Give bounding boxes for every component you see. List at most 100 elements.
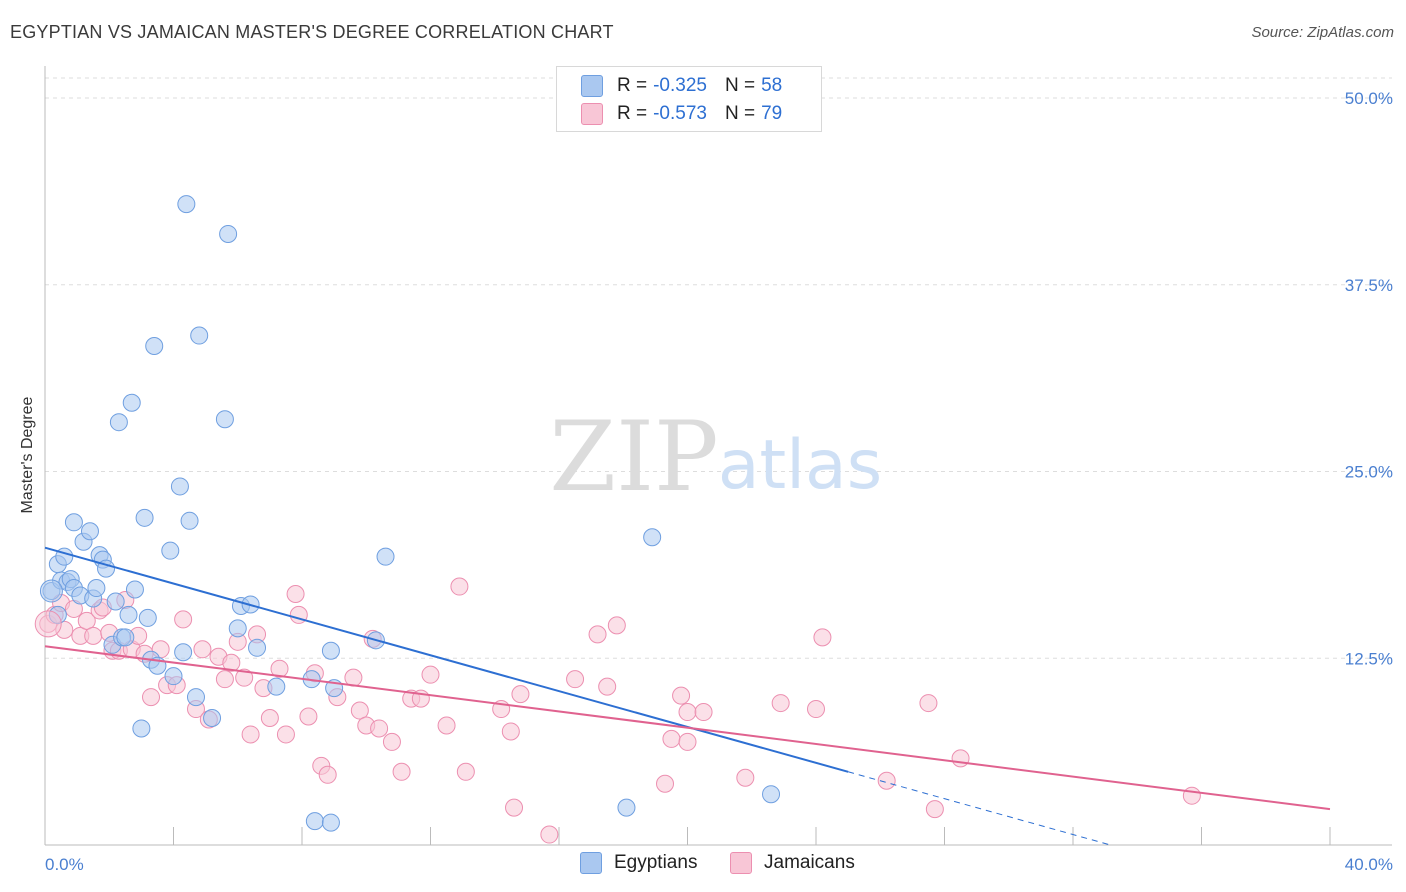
point-jamaicans (260, 709, 279, 728)
point-egyptians (116, 628, 135, 647)
point-jamaicans (588, 625, 607, 644)
point-jamaicans (241, 725, 260, 744)
point-jamaicans (598, 677, 617, 696)
point-egyptians (174, 643, 193, 662)
point-egyptians (267, 677, 286, 696)
legend-label-jamaicans: Jamaicans (764, 852, 855, 873)
point-egyptians (119, 605, 138, 624)
x-tick-label: 40.0% (1345, 855, 1393, 874)
point-jamaicans (270, 659, 289, 678)
legend-swatch-jamaicans (730, 852, 752, 874)
point-egyptians (762, 785, 781, 804)
watermark: ZIP atlas (549, 401, 882, 513)
point-egyptians (170, 477, 189, 496)
point-jamaicans (807, 700, 825, 719)
point-jamaicans (84, 626, 103, 645)
stats-legend: R = -0.325 N = 58 R = -0.573 N = 79 (556, 66, 822, 132)
point-jamaicans (771, 694, 790, 713)
point-egyptians (219, 224, 238, 243)
point-egyptians (180, 511, 199, 530)
point-egyptians (109, 413, 128, 432)
point-egyptians (138, 608, 157, 627)
point-jamaicans (421, 665, 440, 684)
point-jamaicans (566, 670, 585, 689)
legend-item-jamaicans[interactable]: Jamaicans (730, 852, 855, 874)
point-egyptians (164, 667, 183, 686)
point-egyptians (643, 528, 662, 547)
trend-line-egyptians-extension (847, 771, 1111, 846)
data-points (34, 195, 1201, 844)
point-jamaicans (370, 719, 389, 738)
point-jamaicans (437, 716, 456, 735)
point-egyptians (106, 592, 125, 611)
legend-swatch-jamaicans (581, 103, 603, 125)
point-jamaicans (456, 762, 475, 781)
point-jamaicans (511, 685, 530, 704)
point-jamaicans (174, 610, 193, 629)
point-jamaicans (919, 694, 938, 713)
legend-swatch-egyptians (581, 75, 603, 97)
point-jamaicans (193, 640, 212, 659)
point-egyptians (203, 709, 222, 728)
point-jamaicans (662, 729, 681, 748)
source-label: Source: ZipAtlas.com (1251, 24, 1394, 41)
legend-r-label: R = (617, 103, 648, 124)
point-jamaicans (34, 610, 62, 638)
legend-n-value: 79 (761, 103, 783, 124)
point-egyptians (161, 541, 180, 560)
y-tick-label: 12.5% (1345, 649, 1393, 668)
point-jamaicans (951, 749, 970, 768)
point-egyptians (135, 508, 154, 527)
point-jamaicans (505, 798, 524, 817)
point-jamaicans (276, 725, 295, 744)
point-jamaicans (1182, 786, 1201, 805)
legend-n-value: 58 (761, 75, 783, 96)
point-egyptians (305, 812, 324, 831)
point-jamaicans (142, 688, 161, 707)
point-jamaicans (286, 585, 305, 604)
point-jamaicans (382, 732, 401, 751)
legend-r-value: -0.573 (653, 103, 707, 124)
point-jamaicans (540, 825, 559, 844)
point-egyptians (228, 619, 247, 638)
point-egyptians (87, 579, 106, 598)
point-egyptians (321, 813, 340, 832)
tick-labels: 12.5% 25.0% 37.5% 50.0% 0.0% 40.0% (45, 89, 1393, 874)
legend-swatch-egyptians (580, 852, 602, 874)
point-jamaicans (736, 768, 755, 787)
series-legend: Egyptians Jamaicans (0, 850, 1406, 880)
x-tick-label: 0.0% (45, 855, 84, 874)
y-axis-label: Master's Degree (19, 396, 36, 513)
point-jamaicans (350, 701, 369, 720)
legend-row-jamaicans: R = -0.573 N = 79 (581, 101, 782, 127)
point-egyptians (321, 641, 340, 660)
y-tick-label: 25.0% (1345, 463, 1393, 482)
trend-line-egyptians (44, 546, 849, 773)
legend-r-label: R = (617, 75, 648, 96)
point-jamaicans (607, 616, 626, 635)
legend-n-label: N = (724, 103, 756, 124)
y-tick-label: 50.0% (1345, 89, 1393, 108)
point-jamaicans (925, 800, 944, 819)
point-egyptians (177, 195, 196, 214)
point-jamaicans (813, 628, 832, 647)
watermark-zip: ZIP (549, 401, 718, 513)
legend-row-egyptians: R = -0.325 N = 58 (581, 73, 782, 99)
point-jamaicans (656, 774, 675, 793)
point-jamaicans (678, 703, 697, 722)
point-jamaicans (392, 762, 411, 781)
legend-item-egyptians[interactable]: Egyptians (580, 852, 697, 874)
chart-title: EGYPTIAN VS JAMAICAN MASTER'S DEGREE COR… (10, 22, 614, 42)
legend-n-label: N = (724, 75, 756, 96)
point-egyptians (145, 337, 164, 356)
gridlines (45, 77, 1392, 659)
point-egyptians (617, 798, 636, 817)
watermark-atlas: atlas (718, 426, 882, 505)
trend-line-jamaicans (44, 645, 1331, 811)
point-egyptians (186, 688, 205, 707)
point-jamaicans (299, 707, 318, 726)
point-egyptians (39, 579, 63, 603)
trend-lines (44, 546, 1331, 846)
point-jamaicans (215, 670, 234, 689)
